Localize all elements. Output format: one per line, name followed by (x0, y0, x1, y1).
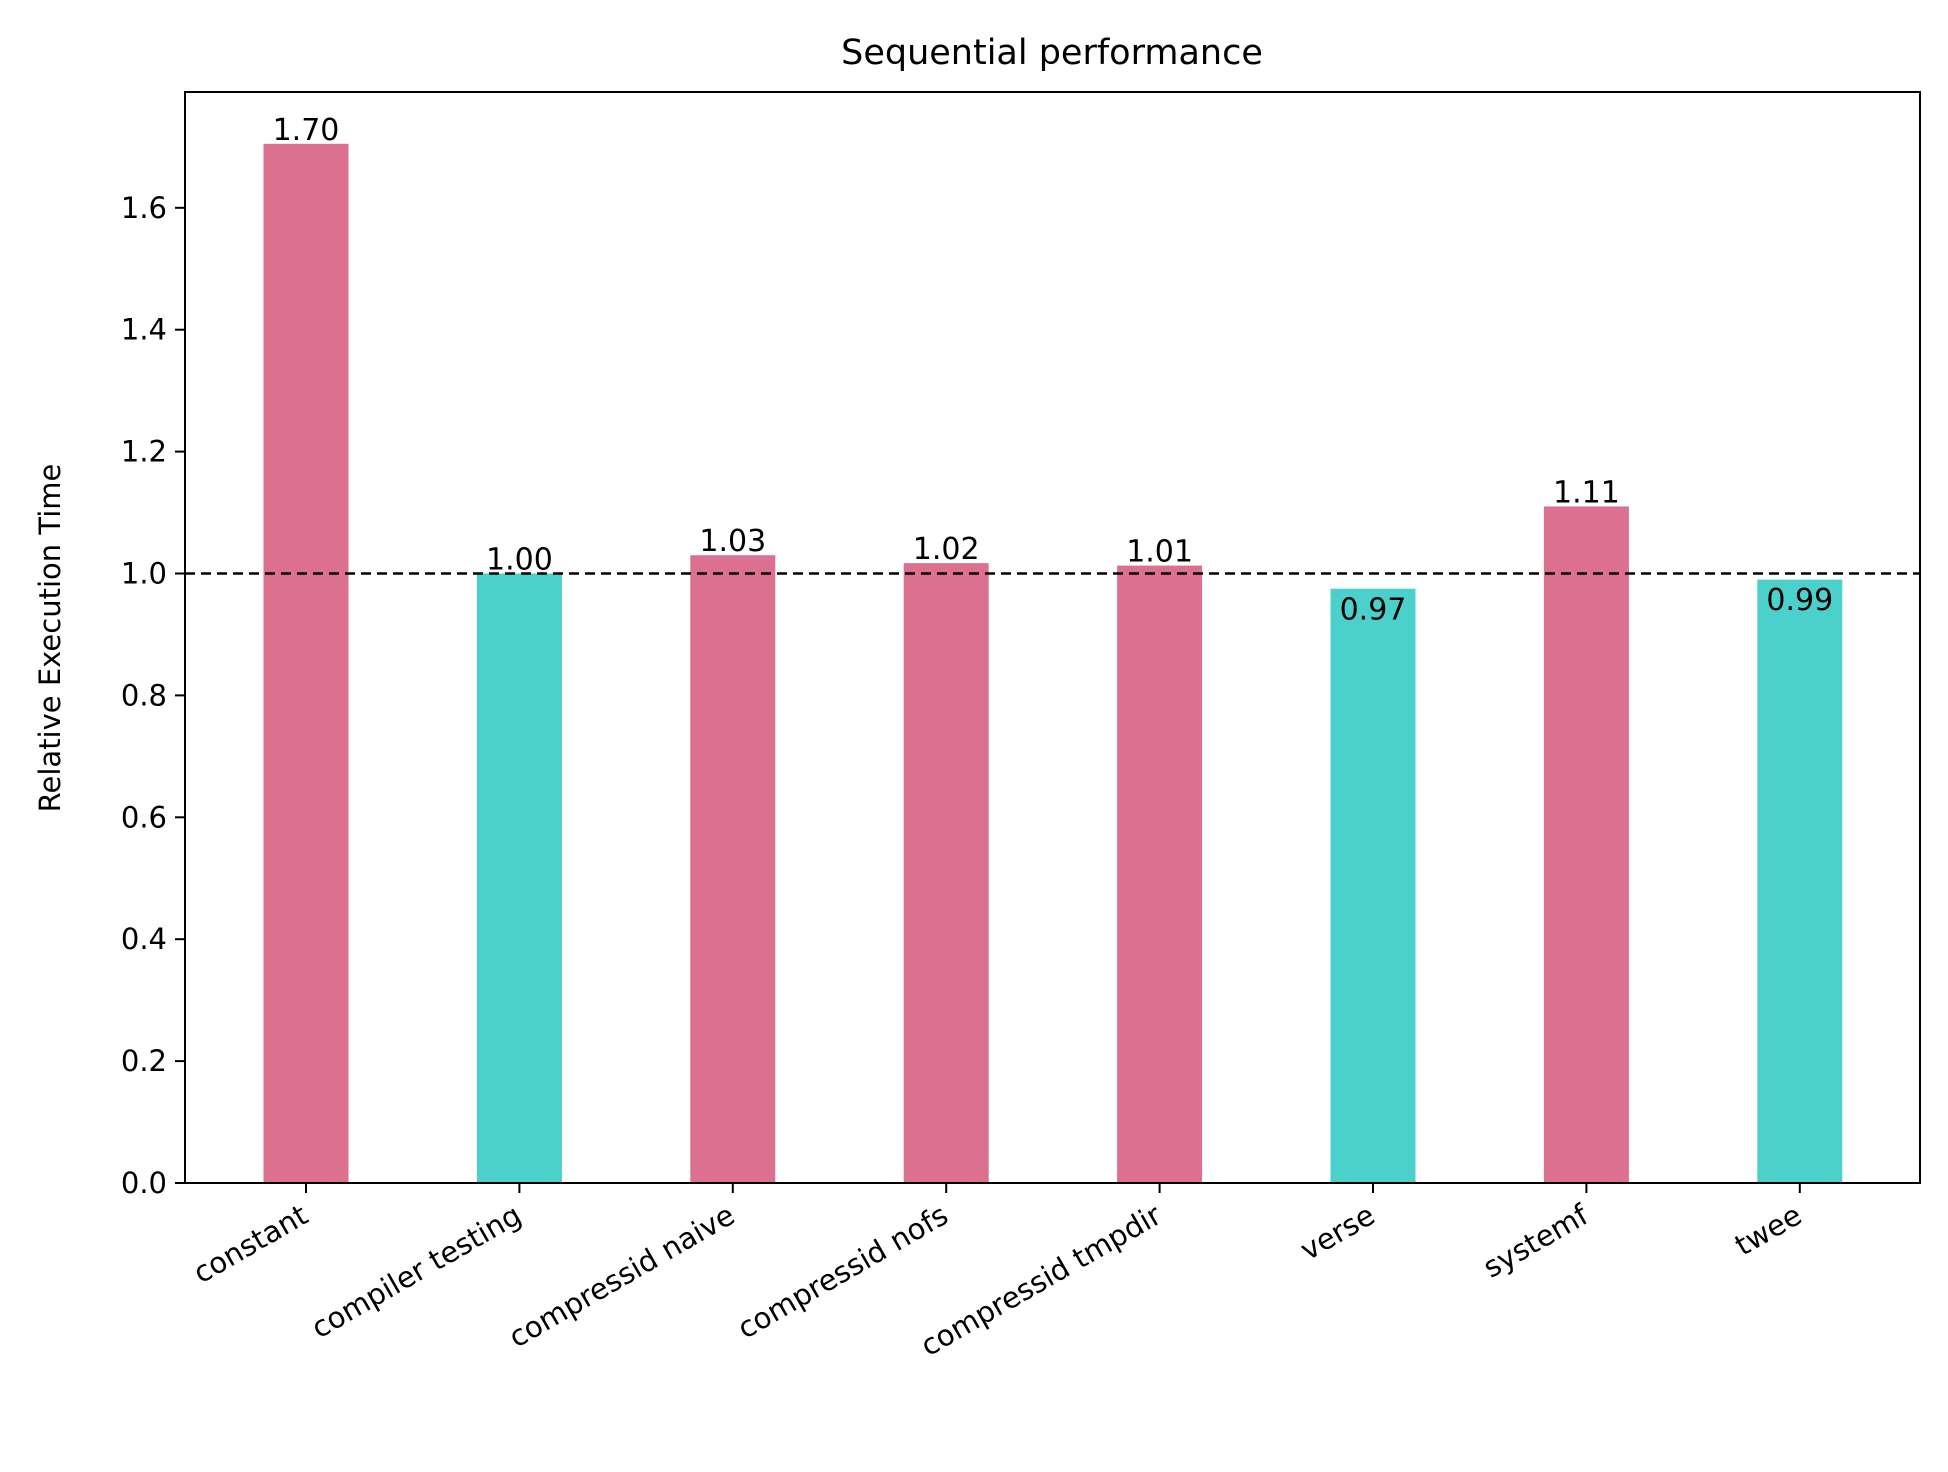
bar (903, 563, 989, 1183)
y-tick-label: 0.8 (121, 678, 167, 712)
y-tick-label: 1.4 (121, 313, 167, 347)
bar-value-label: 1.01 (1126, 535, 1193, 570)
plot-frame (184, 91, 1921, 1184)
y-tick-label: 0.4 (121, 922, 167, 956)
bars-group (263, 143, 1843, 1184)
x-tick-label: compressid nofs (732, 1198, 954, 1346)
y-tick-label: 0.6 (121, 800, 167, 834)
bar (1117, 565, 1203, 1183)
y-tick-label: 0.2 (121, 1044, 167, 1078)
y-tick-label: 1.2 (121, 435, 167, 469)
x-tick-label: verse (1294, 1198, 1380, 1267)
bar-value-label: 1.03 (699, 524, 766, 559)
y-axis-label: Relative Execution Time (33, 464, 67, 813)
bar (1543, 506, 1629, 1183)
bar (690, 555, 776, 1183)
bar-labels-group: 1.70 1.00 1.03 1.02 1.01 0.97 1.11 0.99 (273, 113, 1834, 628)
bar-value-label: 1.02 (913, 532, 980, 567)
x-tick-label: systemf (1477, 1197, 1594, 1284)
bar (1757, 579, 1843, 1183)
bar-value-label: 1.00 (486, 543, 553, 578)
y-tick-label: 1.6 (121, 191, 167, 225)
bar (263, 143, 349, 1184)
y-axis: 0.0 0.2 0.4 0.6 0.8 1.0 1.2 1.4 1.6 (121, 191, 185, 1200)
x-tick-label: compressid naive (503, 1198, 740, 1355)
y-tick-label: 1.0 (121, 557, 167, 591)
bar-value-label: 0.99 (1766, 583, 1833, 618)
bar (1330, 588, 1416, 1183)
x-tick-label: twee (1729, 1198, 1807, 1263)
y-tick-label: 0.0 (121, 1166, 167, 1200)
bar-value-label: 1.70 (273, 113, 340, 148)
bar-value-label: 1.11 (1553, 475, 1620, 510)
x-tick-label: constant (187, 1198, 313, 1290)
bar-value-label: 0.97 (1340, 592, 1407, 627)
x-tick-label: compiler testing (306, 1198, 527, 1345)
chart-title: Sequential performance (841, 33, 1263, 73)
bar (476, 573, 562, 1183)
x-tick-label: compressid tmpdir (915, 1198, 1167, 1363)
